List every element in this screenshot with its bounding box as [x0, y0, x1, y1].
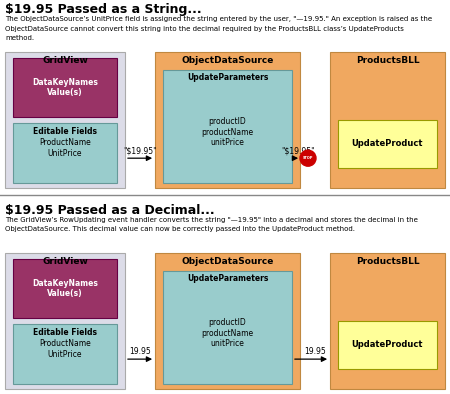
Text: The ObjectDataSource’s UnitPrice field is assigned the string entered by the use: The ObjectDataSource’s UnitPrice field i… — [5, 16, 432, 22]
Bar — [163, 70, 292, 183]
Text: ProductsBLL: ProductsBLL — [356, 56, 419, 65]
Text: "$19.95": "$19.95" — [281, 146, 315, 155]
Bar — [330, 52, 445, 188]
Text: "$19.95": "$19.95" — [123, 146, 157, 155]
Bar — [338, 120, 437, 168]
Text: method.: method. — [5, 35, 34, 41]
Text: ProductName
UnitPrice: ProductName UnitPrice — [39, 339, 91, 359]
Bar — [155, 253, 300, 389]
Text: 19.95: 19.95 — [129, 347, 151, 356]
Text: Editable Fields: Editable Fields — [33, 328, 97, 337]
Text: STOP: STOP — [303, 156, 313, 160]
Text: UpdateParameters: UpdateParameters — [187, 73, 268, 82]
Text: 19.95: 19.95 — [304, 347, 326, 356]
Text: productID
productName
unitPrice: productID productName unitPrice — [202, 117, 253, 147]
Text: ObjectDataSource: ObjectDataSource — [181, 257, 274, 266]
Text: GridView: GridView — [42, 56, 88, 65]
Text: DataKeyNames
Value(s): DataKeyNames Value(s) — [32, 279, 98, 298]
Text: $19.95 Passed as a String...: $19.95 Passed as a String... — [5, 3, 202, 16]
Text: UpdateParameters: UpdateParameters — [187, 274, 268, 283]
Bar — [330, 253, 445, 389]
Text: The GridView’s RowUpdating event handler converts the string "—19.95" into a dec: The GridView’s RowUpdating event handler… — [5, 217, 418, 223]
Text: GridView: GridView — [42, 257, 88, 266]
Text: ObjectDataSource. This decimal value can now be correctly passed into the Update: ObjectDataSource. This decimal value can… — [5, 227, 355, 232]
Bar — [338, 321, 437, 369]
Bar — [5, 52, 125, 188]
Bar — [163, 271, 292, 384]
Bar — [13, 123, 117, 183]
Bar — [5, 253, 125, 389]
Text: productID
productName
unitPrice: productID productName unitPrice — [202, 318, 253, 348]
Text: UpdateProduct: UpdateProduct — [352, 340, 423, 349]
Text: UpdateProduct: UpdateProduct — [352, 139, 423, 148]
Text: ProductsBLL: ProductsBLL — [356, 257, 419, 266]
Text: DataKeyNames
Value(s): DataKeyNames Value(s) — [32, 78, 98, 97]
Text: Editable Fields: Editable Fields — [33, 127, 97, 136]
Bar — [155, 52, 300, 188]
Text: ProductName
UnitPrice: ProductName UnitPrice — [39, 138, 91, 158]
Circle shape — [300, 150, 316, 166]
Text: ObjectDataSource cannot convert this string into the decimal required by the Pro: ObjectDataSource cannot convert this str… — [5, 26, 404, 32]
Bar — [13, 324, 117, 384]
Bar — [13, 259, 117, 318]
Text: $19.95 Passed as a Decimal...: $19.95 Passed as a Decimal... — [5, 204, 215, 217]
Text: ObjectDataSource: ObjectDataSource — [181, 56, 274, 65]
Bar — [13, 58, 117, 117]
